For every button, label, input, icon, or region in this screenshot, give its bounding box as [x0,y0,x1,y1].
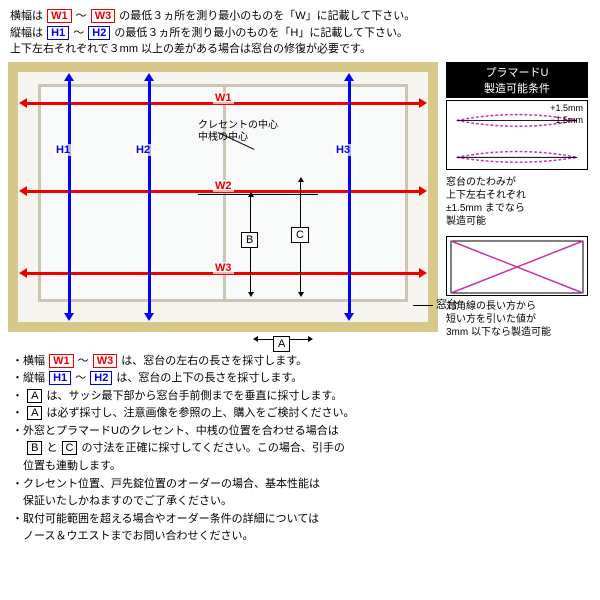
txt: ～ [76,10,87,22]
spec-text: 窓台のたわみが 上下左右それぞれ ±1.5mm までなら 製造可能 [446,176,588,228]
a-box: A [273,336,290,352]
crescent-note: クレセントの中心 中桟の中心 [198,120,278,144]
txt: の最低３ヵ所を測り最小のものを「W」に記載して下さい。 [119,10,415,22]
window-diagram: W1 W2 W3 H1 H2 H3 クレセントの中心 中桟の中心 B C A 窓… [8,62,438,332]
diag-text: 対角線の長い方から 短い方を引いた値が 3mm 以下なら製造可能 [446,300,588,339]
txt: の最低３ヵ所を測り最小のものを「H」に記載して下さい。 [114,27,408,39]
h1-label: H1 [54,144,72,156]
spec-title: プラマードU 製造可能条件 [446,62,588,98]
w3-box: W3 [91,9,116,23]
h2-label: H2 [134,144,152,156]
madodai-leader [413,305,433,306]
w1-label: W1 [213,92,234,104]
h3-line [348,80,351,314]
txt: 上下左右それぞれで３mm 以上の差がある場合は窓台の修復が必要です。 [10,41,590,58]
c-box: C [291,227,309,243]
h2-box: H2 [88,26,110,40]
w1-box: W1 [47,9,72,23]
h2-line [148,80,151,314]
txt: 横幅は [10,10,43,22]
center-dash [198,194,318,195]
top-instructions: 横幅は W1 ～ W3 の最低３ヵ所を測り最小のものを「W」に記載して下さい。 … [0,0,600,62]
h1-box: H1 [47,26,69,40]
bullet-notes: ・横幅 W1 ～ W3 は、窓台の左右の長さを採寸します。 ・縦幅 H1 ～ H… [0,347,600,553]
side-panel: プラマードU 製造可能条件 +1.5mm −1.5mm 窓台のたわみが 上下左右… [438,62,588,347]
txt: 縦幅は [10,27,43,39]
txt: ～ [73,27,84,39]
b-box: B [241,232,258,248]
spec-deflection-box: +1.5mm −1.5mm [446,100,588,170]
w3-label: W3 [213,262,234,274]
h1-line [68,80,71,314]
madodai-label: 窓台 [436,296,458,312]
w2-label: W2 [213,180,234,192]
diagonal-box [446,236,588,296]
h3-label: H3 [334,144,352,156]
